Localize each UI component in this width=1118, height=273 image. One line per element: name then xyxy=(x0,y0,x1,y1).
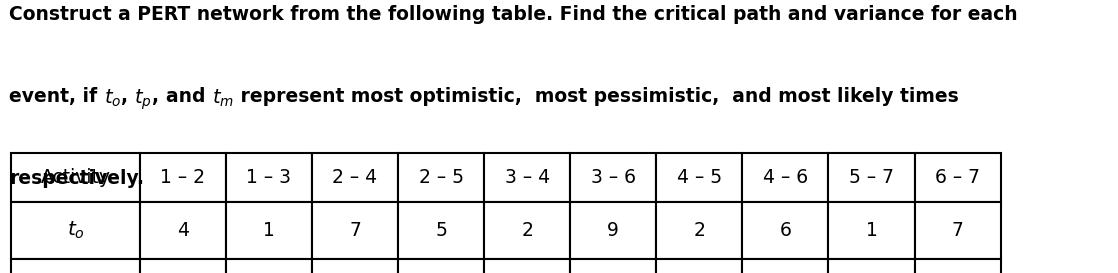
Bar xyxy=(140,202,226,259)
Bar xyxy=(570,153,656,202)
Bar xyxy=(656,153,742,202)
Bar xyxy=(312,153,398,202)
Text: 2 – 5: 2 – 5 xyxy=(418,168,464,187)
Text: 1 – 2: 1 – 2 xyxy=(160,168,206,187)
Bar xyxy=(226,202,312,259)
Bar xyxy=(226,259,312,273)
Bar xyxy=(398,202,484,259)
Bar xyxy=(915,153,1001,202)
Text: represent most optimistic,  most pessimistic,  and most likely times: represent most optimistic, most pessimis… xyxy=(234,87,958,106)
Text: 5: 5 xyxy=(435,221,447,240)
Text: 5 – 7: 5 – 7 xyxy=(849,168,894,187)
Bar xyxy=(828,202,915,259)
Text: 7: 7 xyxy=(951,221,964,240)
Text: 2 – 4: 2 – 4 xyxy=(332,168,378,187)
Bar xyxy=(140,153,226,202)
Bar xyxy=(226,153,312,202)
Bar xyxy=(312,202,398,259)
Text: 3 – 6: 3 – 6 xyxy=(590,168,636,187)
Text: ,: , xyxy=(152,87,165,106)
Bar xyxy=(742,259,828,273)
Text: 9: 9 xyxy=(607,221,619,240)
Text: $t_m$: $t_m$ xyxy=(211,87,234,109)
Text: $t_p$: $t_p$ xyxy=(134,87,152,112)
Text: 6 – 7: 6 – 7 xyxy=(935,168,980,187)
Bar xyxy=(915,202,1001,259)
Bar xyxy=(484,259,570,273)
Text: Activity: Activity xyxy=(40,168,111,187)
Text: respectively.: respectively. xyxy=(9,169,144,188)
Bar xyxy=(828,259,915,273)
Bar xyxy=(398,259,484,273)
Bar xyxy=(570,202,656,259)
Text: ,: , xyxy=(121,87,134,106)
Bar xyxy=(915,259,1001,273)
Bar xyxy=(656,202,742,259)
Bar xyxy=(828,153,915,202)
Bar xyxy=(398,153,484,202)
Bar xyxy=(11,259,140,273)
Text: 4 – 5: 4 – 5 xyxy=(676,168,722,187)
Text: $t_o$: $t_o$ xyxy=(66,220,85,241)
Bar xyxy=(484,153,570,202)
Text: 3 – 4: 3 – 4 xyxy=(504,168,550,187)
Bar xyxy=(656,259,742,273)
Bar xyxy=(140,259,226,273)
Text: 6: 6 xyxy=(779,221,792,240)
Text: 1: 1 xyxy=(865,221,878,240)
Bar xyxy=(11,153,140,202)
Text: 2: 2 xyxy=(521,221,533,240)
Text: 4 – 6: 4 – 6 xyxy=(762,168,808,187)
Bar xyxy=(312,259,398,273)
Text: and: and xyxy=(165,87,211,106)
Bar xyxy=(484,202,570,259)
Bar xyxy=(742,153,828,202)
Text: 2: 2 xyxy=(693,221,705,240)
Bar xyxy=(11,202,140,259)
Text: 7: 7 xyxy=(349,221,361,240)
Text: event, if: event, if xyxy=(9,87,104,106)
Bar xyxy=(742,202,828,259)
Text: 4: 4 xyxy=(177,221,189,240)
Text: Construct a PERT network from the following table. Find the critical path and va: Construct a PERT network from the follow… xyxy=(9,5,1017,25)
Text: 1: 1 xyxy=(263,221,275,240)
Bar xyxy=(570,259,656,273)
Text: $t_o$: $t_o$ xyxy=(104,87,121,109)
Text: 1 – 3: 1 – 3 xyxy=(246,168,292,187)
